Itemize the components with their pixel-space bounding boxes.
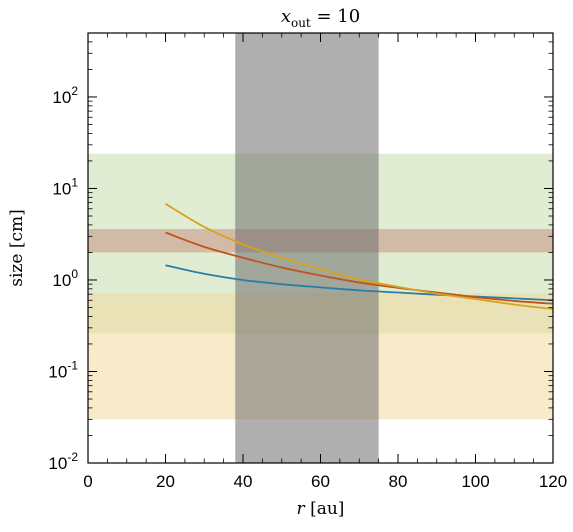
vertical-band-0 <box>235 33 379 463</box>
vertical-bands <box>235 33 379 463</box>
x-tick-label: 40 <box>234 472 253 491</box>
y-axis-label: size [cm] <box>7 209 27 287</box>
series-line-0 <box>165 264 553 302</box>
series-line-2 <box>165 203 553 311</box>
y-tick-label: 10-1 <box>48 358 78 381</box>
y-tick-labels: 10-2 10-1 100 101 102 <box>48 84 78 473</box>
plot-area <box>88 33 553 463</box>
y-tick-label: 101 <box>52 175 78 198</box>
x-axis-label: r [au] <box>297 499 345 519</box>
y-axis-label-text: size [cm] <box>7 209 27 287</box>
chart-title: xout = 10 <box>281 6 360 30</box>
x-tick-label: 0 <box>83 472 92 491</box>
x-tick-label: 120 <box>539 472 567 491</box>
y-tick-label: 100 <box>52 267 78 290</box>
x-tick-labels: 0 20 40 60 80 100 120 <box>83 472 567 491</box>
chart-title-text: xout = 10 <box>281 6 360 30</box>
x-tick-label: 100 <box>461 472 489 491</box>
y-tick-label: 102 <box>52 84 78 107</box>
y-tick-label: 10-2 <box>48 450 78 473</box>
x-tick-label: 80 <box>389 472 408 491</box>
series-lines <box>165 203 553 311</box>
x-tick-label: 20 <box>156 472 175 491</box>
series-line-1 <box>165 231 553 305</box>
x-axis-label-text: r [au] <box>297 499 345 519</box>
x-tick-label: 60 <box>311 472 330 491</box>
axis-ticks <box>87 33 554 464</box>
